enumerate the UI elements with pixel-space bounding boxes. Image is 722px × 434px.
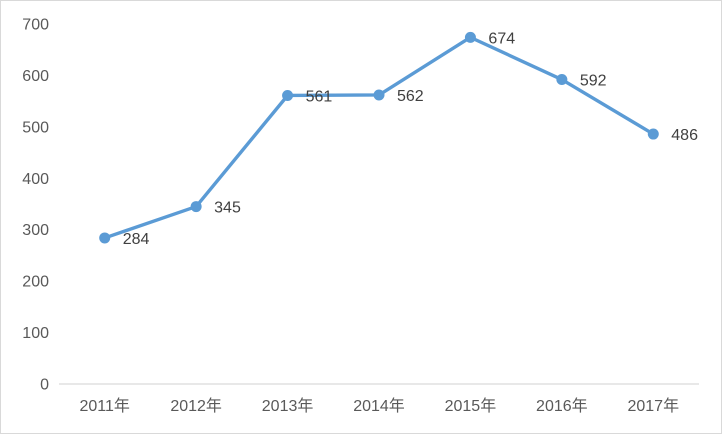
x-axis-category-label: 2013年 [262, 397, 314, 415]
x-axis-category-label: 2011年 [80, 397, 130, 415]
data-point-marker [464, 31, 476, 43]
data-series [99, 31, 659, 244]
data-point-marker [647, 128, 659, 140]
x-axis: 2011年 2012年 2013年 2014年 2015年 2016年 2017年 [59, 383, 699, 415]
x-axis-category-label: 2012年 [170, 397, 222, 415]
data-point-marker [373, 89, 385, 101]
y-axis-tick-label: 400 [22, 171, 49, 188]
y-axis-tick-label: 100 [22, 325, 49, 342]
y-axis-tick-label: 0 [40, 377, 49, 394]
y-axis-tick-label: 200 [22, 274, 49, 291]
y-axis-tick-label: 300 [22, 222, 49, 239]
y-axis: 0 100 200 300 400 500 600 700 [22, 17, 49, 394]
y-axis-tick-label: 600 [22, 68, 49, 85]
data-point-label: 562 [397, 88, 424, 105]
data-point-label: 486 [671, 127, 698, 144]
x-axis-category-label: 2017年 [627, 397, 679, 415]
y-axis-tick-label: 700 [22, 17, 49, 34]
x-axis-category-label: 2015年 [445, 397, 497, 415]
data-series-line [103, 35, 655, 240]
data-point-label: 284 [123, 231, 150, 248]
data-point-marker [556, 74, 568, 86]
data-point-label: 561 [306, 88, 333, 105]
data-point-marker [190, 201, 202, 213]
data-point-marker [99, 232, 111, 244]
x-axis-category-label: 2016年 [536, 397, 588, 415]
data-point-label: 592 [580, 73, 607, 90]
data-point-label: 674 [488, 30, 515, 47]
data-point-marker [282, 89, 294, 101]
data-point-labels: 284 345 561 562 674 592 486 [123, 30, 698, 248]
y-axis-tick-label: 500 [22, 119, 49, 136]
data-point-label: 345 [214, 200, 241, 217]
x-axis-category-label: 2014年 [353, 397, 405, 415]
